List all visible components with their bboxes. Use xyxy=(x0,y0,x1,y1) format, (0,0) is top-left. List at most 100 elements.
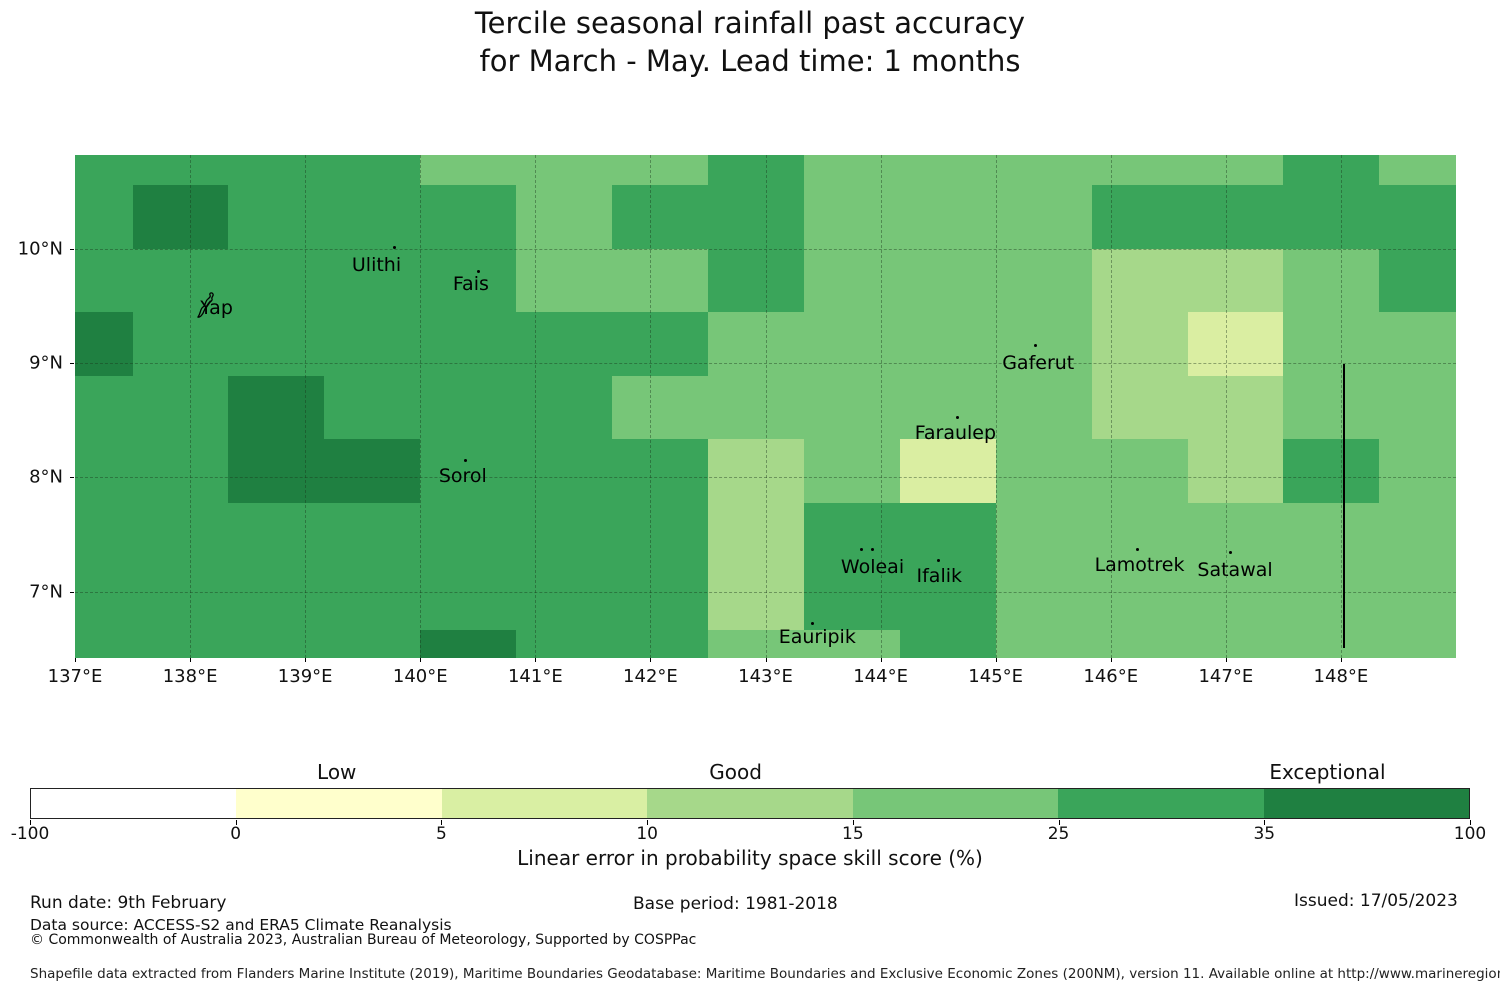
x-axis-tick-label: 143°E xyxy=(738,666,793,687)
colorbar-segment xyxy=(647,789,853,818)
grid-cell xyxy=(132,439,229,504)
island-label: Yap xyxy=(200,297,233,320)
grid-cell xyxy=(995,375,1093,440)
colorbar xyxy=(30,788,1470,819)
grid-cell xyxy=(612,566,709,631)
grid-cell xyxy=(228,629,325,658)
graticule-parallel xyxy=(75,248,1456,250)
x-axis-tick xyxy=(1225,658,1227,662)
grid-cell xyxy=(1283,155,1380,186)
grid-cell xyxy=(420,155,517,186)
x-axis-tick xyxy=(880,658,882,662)
grid-cell xyxy=(75,155,134,186)
grid-cell xyxy=(132,502,229,567)
grid-cell xyxy=(324,629,421,658)
grid-cell xyxy=(132,185,229,250)
grid-cell xyxy=(899,375,997,440)
x-axis-tick xyxy=(1340,658,1342,662)
x-axis-tick-label: 141°E xyxy=(507,666,563,687)
island-dot xyxy=(1228,551,1232,555)
grid-cell xyxy=(803,502,901,567)
grid-cell xyxy=(803,155,901,186)
grid-cell xyxy=(995,566,1093,631)
grid-cell xyxy=(1283,502,1380,567)
y-axis-tick xyxy=(70,591,74,593)
graticule-parallel xyxy=(75,591,1456,593)
colorbar-segment xyxy=(236,789,442,818)
island-dot xyxy=(393,246,397,250)
graticule-parallel xyxy=(75,363,1456,365)
x-axis-tick xyxy=(1110,658,1112,662)
x-axis-tick-label: 147°E xyxy=(1198,666,1254,687)
grid-cell xyxy=(132,566,229,631)
grid-cell xyxy=(995,248,1093,313)
colorbar-segment xyxy=(1263,789,1469,818)
island-label: Gaferut xyxy=(1002,352,1075,375)
grid-cell xyxy=(612,312,709,377)
grid-cell xyxy=(1091,312,1189,377)
grid-cell xyxy=(707,629,805,658)
y-axis-tick xyxy=(70,363,74,365)
graticule-meridian xyxy=(535,155,537,658)
grid-cell xyxy=(75,375,134,440)
grid-cell xyxy=(1283,439,1380,504)
colorbar-segment xyxy=(31,789,237,818)
grid-cell xyxy=(995,312,1093,377)
map-plot: Yap Ulithi Fais Sorol Gaferut Faraulep Woleai I… xyxy=(75,155,1456,658)
grid-cell xyxy=(1187,566,1284,631)
island-label: Woleai xyxy=(840,555,905,578)
yap-island-shape xyxy=(194,290,220,319)
x-axis-tick xyxy=(650,658,652,662)
grid-cell xyxy=(1091,248,1189,313)
x-axis-tick-label: 139°E xyxy=(277,666,333,687)
grid-cell xyxy=(516,248,613,313)
graticule-meridian xyxy=(1225,155,1227,658)
graticule-meridian xyxy=(305,155,307,658)
graticule-meridian xyxy=(765,155,767,658)
grid-cell xyxy=(612,185,709,250)
grid-cell xyxy=(1379,502,1456,567)
grid-cell xyxy=(324,566,421,631)
island-label: Faraulep xyxy=(914,421,997,444)
grid-cell xyxy=(1283,375,1380,440)
footer-copyright: © Commonwealth of Australia 2023, Austra… xyxy=(30,932,697,948)
grid-cell xyxy=(516,185,613,250)
grid-cell xyxy=(420,312,517,377)
x-axis-tick xyxy=(765,658,767,662)
island-label: Fais xyxy=(452,273,489,296)
colorbar-segment xyxy=(1058,789,1264,818)
grid-cell xyxy=(420,439,517,504)
y-axis-tick-label: 8°N xyxy=(29,466,63,488)
grid-cell xyxy=(516,439,613,504)
grid-cell xyxy=(1187,439,1284,504)
colorbar-tick xyxy=(1470,820,1471,825)
grid-cell xyxy=(1091,439,1189,504)
grid-cell xyxy=(995,502,1093,567)
grid-cell xyxy=(132,629,229,658)
island-label: Ifalik xyxy=(916,564,963,587)
footer-run-date: Run date: 9th February xyxy=(30,893,227,913)
grid-cell xyxy=(1379,185,1456,250)
chart-title-line1: Tercile seasonal rainfall past accuracy xyxy=(474,6,1026,40)
grid-cell xyxy=(899,185,997,250)
x-axis-tick-label: 138°E xyxy=(162,666,218,687)
y-axis-tick xyxy=(70,477,74,479)
graticule-parallel xyxy=(75,477,1456,479)
colorbar-category-label: Good xyxy=(709,760,762,784)
grid-cell xyxy=(228,375,325,440)
graticule-meridian xyxy=(880,155,882,658)
colorbar-axis-label: Linear error in probability space skill … xyxy=(517,846,983,870)
grid-cell xyxy=(1091,185,1189,250)
island-label: Lamotrek xyxy=(1094,554,1185,577)
colorbar-tick-label: 10 xyxy=(636,824,658,844)
chart-title: Tercile seasonal rainfall past accuracy … xyxy=(0,4,1500,80)
grid-cell xyxy=(228,439,325,504)
y-axis-tick-label: 9°N xyxy=(29,352,63,374)
grid-cell xyxy=(707,566,805,631)
grid-cell xyxy=(1187,248,1284,313)
grid-cell xyxy=(1187,185,1284,250)
island-dot xyxy=(936,559,940,563)
grid-cell xyxy=(612,439,709,504)
chart-title-line2: for March - May. Lead time: 1 months xyxy=(479,44,1021,78)
